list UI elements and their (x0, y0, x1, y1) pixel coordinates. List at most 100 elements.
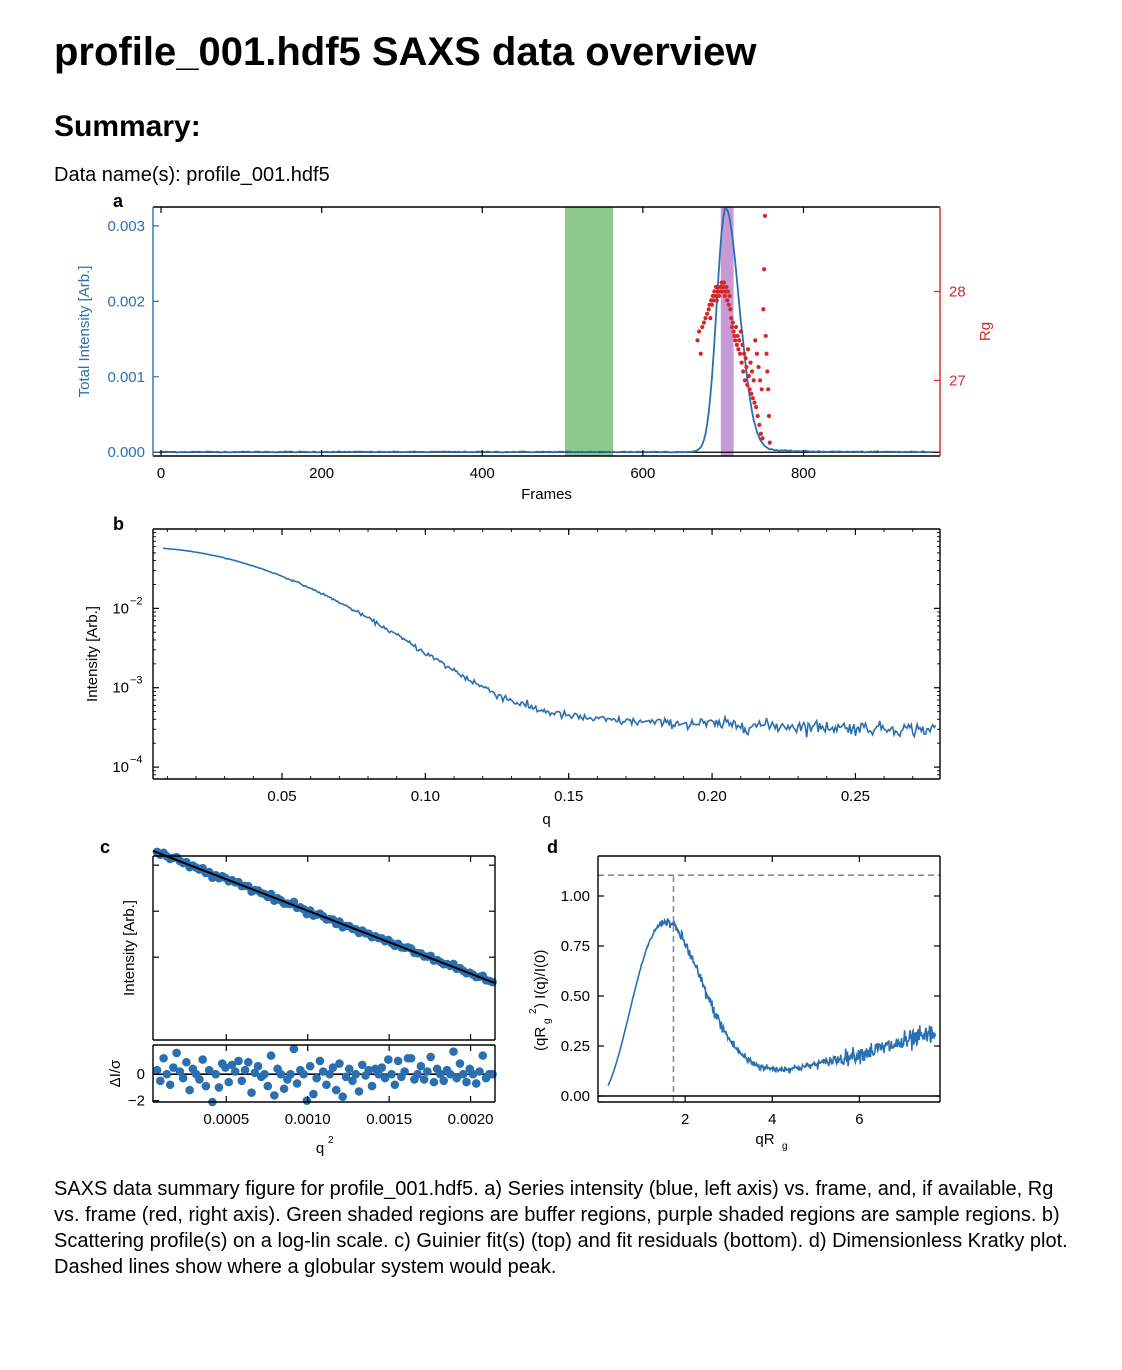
rg-point (758, 431, 764, 436)
residual-point (260, 1069, 269, 1079)
residual-point (159, 1053, 168, 1063)
rg-point (731, 329, 736, 334)
panel-b-xtick-label: 0.25 (841, 788, 870, 805)
residual-point (165, 1080, 175, 1090)
rg-point (728, 307, 733, 312)
residual-point (357, 1060, 367, 1070)
residual-point (204, 1065, 214, 1075)
rg-point (763, 333, 768, 339)
residual-point (429, 1077, 439, 1087)
panel-b-xtick-label: 0.20 (697, 788, 726, 805)
residual-point (201, 1081, 211, 1091)
rg-point (764, 351, 769, 356)
rg-point (745, 347, 751, 352)
panel-c-label: c (100, 837, 110, 857)
buffer-region (564, 207, 614, 456)
rg-point (741, 369, 746, 374)
rg-point (752, 400, 757, 405)
rg-point (743, 356, 748, 361)
residual-point (279, 1084, 289, 1094)
residual-point (250, 1068, 260, 1078)
summary-heading: Summary: (54, 110, 201, 143)
residual-point (309, 1089, 318, 1099)
rg-point (712, 289, 717, 294)
rg-point (703, 316, 708, 321)
rg-point (751, 378, 756, 383)
panel-d-label: d (547, 837, 558, 857)
rg-point (729, 324, 735, 330)
rg-point (736, 347, 741, 352)
residual-point (286, 1069, 295, 1079)
residual-point (416, 1061, 426, 1071)
panel-c-xlabel-sup: 2 (328, 1135, 334, 1146)
rg-point (711, 298, 716, 303)
rg-point (698, 351, 703, 356)
residual-point (152, 1065, 162, 1075)
residual-point (322, 1080, 331, 1090)
residual-point (348, 1076, 357, 1086)
residual-point (230, 1067, 240, 1076)
rg-point (746, 373, 751, 379)
residual-point (276, 1069, 286, 1079)
panel-a-xtick-label: 400 (470, 465, 495, 482)
residual-point (243, 1057, 253, 1067)
rg-point (724, 284, 729, 290)
data-name-line: Data name(s): profile_001.hdf5 (54, 164, 330, 186)
rg-point (745, 382, 750, 387)
rg-point (761, 307, 766, 312)
rg-point (706, 307, 711, 312)
rg-point (708, 316, 713, 321)
rg-point (734, 342, 739, 347)
panel-c-bottom-xtick-label: 0.0010 (285, 1111, 331, 1128)
panel-b-ytick-label: 10 (112, 759, 129, 776)
residual-point (400, 1067, 409, 1076)
residual-point (305, 1061, 315, 1071)
rg-point (753, 404, 759, 410)
panel-c-xlabel: q (316, 1140, 324, 1157)
residual-point (475, 1067, 484, 1076)
residual-point (169, 1063, 178, 1072)
residual-point (221, 1063, 230, 1072)
residual-point (423, 1067, 432, 1076)
residual-point (452, 1073, 462, 1083)
rg-point (742, 378, 747, 383)
panel-b-ytick-exponent: −3 (130, 675, 143, 687)
rg-point (701, 320, 707, 325)
residual-point (162, 1069, 172, 1079)
rg-point (721, 280, 727, 285)
rg-point (733, 324, 739, 330)
residual-point (234, 1056, 243, 1066)
panel-b-xtick-label: 0.05 (267, 788, 296, 805)
panel-a-ytick-label: 0.000 (107, 444, 145, 461)
residual-point (468, 1069, 478, 1079)
guinier-fit-line (152, 849, 496, 985)
rg-point (741, 351, 747, 356)
residual-point (384, 1055, 393, 1064)
rg-point (737, 338, 742, 343)
scattering-profile-line (162, 547, 937, 739)
residual-point (328, 1063, 338, 1072)
panel-c-bottom-xtick-label: 0.0005 (203, 1111, 249, 1128)
rg-point (733, 338, 738, 343)
residual-point (247, 1088, 256, 1098)
panel-a-ytick-label: 0.001 (107, 369, 145, 386)
rg-point (732, 333, 737, 339)
residual-point (315, 1056, 325, 1066)
residual-point (364, 1065, 374, 1075)
residual-point (178, 1073, 188, 1083)
panel-a-y2label: Rg (977, 322, 994, 341)
residual-point (367, 1081, 377, 1091)
residual-point (185, 1085, 194, 1095)
residual-point (390, 1080, 400, 1090)
panel-d-ylabel: (qR (532, 1027, 549, 1051)
residual-point (318, 1067, 328, 1076)
residual-point (341, 1072, 351, 1082)
panel-a-xtick-label: 600 (630, 465, 655, 482)
residual-point (354, 1087, 364, 1096)
residual-point (393, 1056, 403, 1066)
rg-point (720, 289, 725, 294)
rg-point (725, 298, 730, 303)
panel-c-bottom-ytick-label: 0 (137, 1066, 145, 1083)
residual-point (455, 1059, 465, 1068)
